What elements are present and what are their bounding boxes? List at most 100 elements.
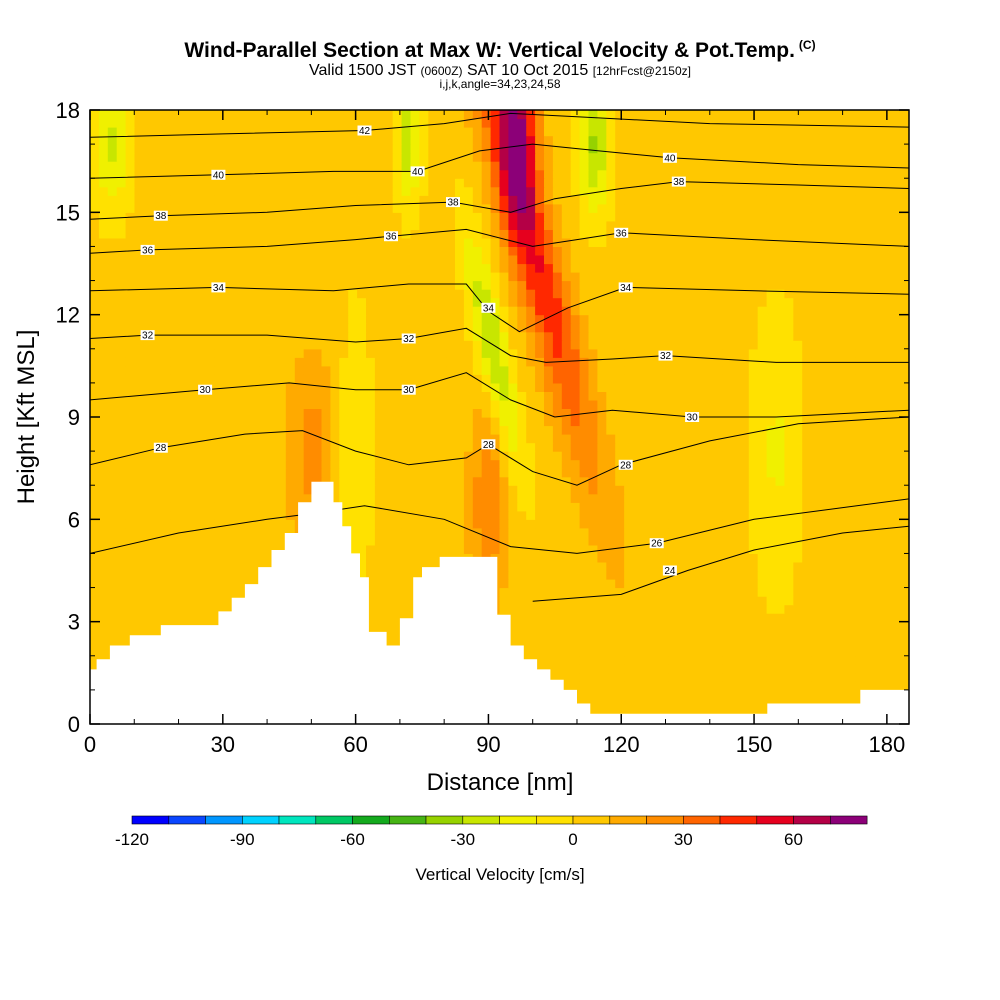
w-field-cell	[588, 613, 598, 623]
w-field-cell	[223, 553, 233, 563]
w-field-cell	[802, 485, 812, 495]
w-field-cell	[134, 485, 144, 495]
w-field-cell	[731, 297, 741, 307]
w-field-cell	[606, 417, 616, 427]
w-field-cell	[410, 434, 420, 444]
w-field-cell	[455, 272, 465, 282]
w-field-cell	[686, 536, 696, 546]
w-field-cell	[641, 280, 652, 290]
w-field-cell	[606, 638, 616, 648]
w-field-cell	[250, 510, 260, 520]
w-field-cell	[98, 485, 109, 495]
w-field-cell	[472, 289, 483, 299]
w-field-cell	[161, 408, 171, 418]
w-field-cell	[855, 451, 866, 461]
w-field-cell	[793, 459, 803, 469]
w-field-cell	[882, 664, 892, 674]
w-field-cell	[677, 553, 687, 563]
w-field-cell	[668, 579, 679, 589]
w-field-cell	[312, 357, 323, 367]
w-field-cell	[846, 553, 857, 563]
w-field-cell	[401, 502, 412, 512]
w-field-cell	[250, 331, 260, 341]
w-field-cell	[98, 638, 109, 648]
w-field-cell	[570, 519, 581, 529]
w-field-cell	[303, 323, 314, 333]
w-field-cell	[250, 391, 260, 401]
w-field-cell	[161, 255, 171, 265]
w-field-cell	[134, 570, 144, 580]
w-field-cell	[588, 519, 598, 529]
w-field-cell	[179, 510, 189, 520]
w-field-cell	[232, 476, 242, 486]
w-field-cell	[597, 408, 607, 418]
w-field-cell	[205, 280, 216, 290]
w-field-cell	[428, 357, 438, 367]
w-field-cell	[793, 289, 803, 299]
w-field-cell	[401, 323, 412, 333]
w-field-cell	[357, 434, 367, 444]
w-field-cell	[828, 698, 839, 708]
w-field-cell	[134, 323, 144, 333]
w-field-cell	[437, 382, 447, 392]
w-field-cell	[784, 289, 794, 299]
w-field-cell	[312, 297, 323, 307]
w-field-cell	[90, 613, 100, 623]
w-field-cell	[766, 562, 777, 572]
w-field-cell	[668, 451, 679, 461]
w-field-cell	[864, 340, 874, 350]
w-field-cell	[205, 527, 216, 537]
w-field-cell	[713, 280, 723, 290]
w-field-cell	[873, 399, 883, 409]
w-field-cell	[882, 263, 892, 273]
w-field-cell	[561, 314, 572, 324]
w-field-cell	[552, 306, 563, 316]
w-field-cell	[125, 408, 136, 418]
w-field-cell	[882, 553, 892, 563]
w-field-cell	[811, 425, 821, 435]
w-field-cell	[125, 587, 136, 597]
w-field-cell	[161, 365, 171, 375]
w-field-cell	[561, 425, 572, 435]
w-field-cell	[846, 331, 857, 341]
w-field-cell	[196, 459, 207, 469]
w-field-cell	[748, 587, 759, 597]
w-field-cell	[704, 485, 714, 495]
w-field-cell	[499, 451, 509, 461]
w-field-cell	[659, 579, 670, 589]
w-field-cell	[107, 425, 118, 435]
w-field-cell	[419, 459, 429, 469]
w-field-cell	[330, 451, 340, 461]
w-field-cell	[223, 536, 233, 546]
w-field-cell	[276, 536, 287, 546]
w-field-cell	[259, 340, 269, 350]
w-field-cell	[633, 655, 643, 665]
w-field-cell	[633, 604, 643, 614]
w-field-cell	[615, 340, 625, 350]
w-field-cell	[677, 544, 687, 554]
w-field-cell	[179, 382, 189, 392]
w-field-cell	[544, 562, 554, 572]
w-field-cell	[232, 255, 242, 265]
w-field-cell	[695, 519, 705, 529]
w-field-cell	[704, 417, 714, 427]
w-field-cell	[828, 468, 839, 478]
w-field-cell	[891, 374, 901, 384]
w-field-cell	[214, 263, 225, 273]
w-field-cell	[864, 391, 874, 401]
w-field-cell	[659, 689, 670, 699]
w-field-cell	[276, 306, 287, 316]
w-field-cell	[339, 485, 349, 495]
w-field-cell	[873, 365, 883, 375]
w-field-cell	[410, 348, 420, 358]
w-field-cell	[187, 434, 198, 444]
w-field-cell	[802, 306, 812, 316]
w-field-cell	[641, 331, 652, 341]
w-field-cell	[544, 289, 554, 299]
w-field-cell	[90, 374, 100, 384]
w-field-cell	[722, 280, 732, 290]
w-field-cell	[330, 280, 340, 290]
w-field-cell	[161, 323, 171, 333]
w-field-cell	[526, 604, 536, 614]
w-field-cell	[677, 502, 687, 512]
